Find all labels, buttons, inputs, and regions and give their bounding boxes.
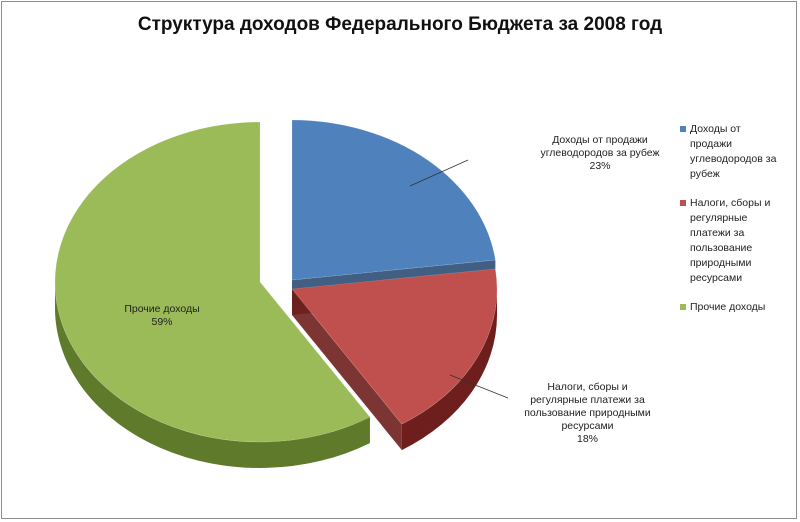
data-label-line: Доходы от продажи bbox=[552, 134, 648, 146]
legend-swatch bbox=[680, 200, 686, 206]
data-label-value: 18% bbox=[576, 433, 598, 445]
leader-line bbox=[409, 159, 469, 187]
pie-slice-side bbox=[55, 282, 370, 468]
data-label: Доходы от продажи углеводородов за рубеж 2… bbox=[525, 134, 675, 173]
legend-label-line: регулярные bbox=[690, 212, 748, 224]
data-label-value: 59% bbox=[151, 316, 173, 328]
legend-swatch bbox=[680, 126, 686, 132]
data-label-line: пользование природными bbox=[524, 407, 651, 419]
legend-label-line: ресурсами bbox=[690, 272, 743, 284]
pie-slice-side bbox=[401, 289, 497, 451]
legend-label-line: платежи за bbox=[690, 227, 745, 239]
legend-item: Прочие доходы bbox=[680, 300, 792, 315]
legend-label-line: Прочие доходы bbox=[690, 301, 766, 313]
data-label: Прочие доходы 59% bbox=[87, 303, 237, 329]
pie-slice bbox=[54, 121, 371, 443]
legend-label-line: Доходы от bbox=[690, 123, 741, 135]
legend-label-line: природными bbox=[690, 257, 752, 269]
legend-swatch bbox=[680, 304, 686, 310]
legend-item: Налоги, сборы и регулярные платежи за польз… bbox=[680, 196, 792, 286]
pie-slice bbox=[291, 268, 498, 425]
legend: Доходы от продажи углеводородов за рубеж Нал… bbox=[680, 122, 792, 329]
legend-label-line: углеводородов за bbox=[690, 153, 777, 165]
chart-title: Структура доходов Федерального Бюджета з… bbox=[137, 14, 663, 35]
data-label-line: ресурсами bbox=[561, 420, 614, 432]
data-label-value: 23% bbox=[589, 160, 611, 172]
pie-slice bbox=[291, 119, 496, 281]
legend-label-line: рубеж bbox=[690, 168, 720, 180]
data-label-line: Прочие доходы bbox=[124, 303, 200, 315]
pie-slice-cut-face bbox=[292, 289, 402, 451]
data-label-line: углеводородов за рубеж bbox=[540, 147, 660, 159]
data-label-line: регулярные платежи за bbox=[530, 394, 645, 406]
legend-label-line: Налоги, сборы и bbox=[690, 197, 771, 209]
legend-item: Доходы от продажи углеводородов за рубеж bbox=[680, 122, 792, 182]
legend-label-line: пользование bbox=[690, 242, 753, 254]
leader-line bbox=[449, 374, 509, 399]
legend-label-line: продажи bbox=[690, 138, 732, 150]
data-label-line: Налоги, сборы и bbox=[547, 381, 628, 393]
data-label: Налоги, сборы и регулярные платежи за поль… bbox=[515, 381, 660, 446]
